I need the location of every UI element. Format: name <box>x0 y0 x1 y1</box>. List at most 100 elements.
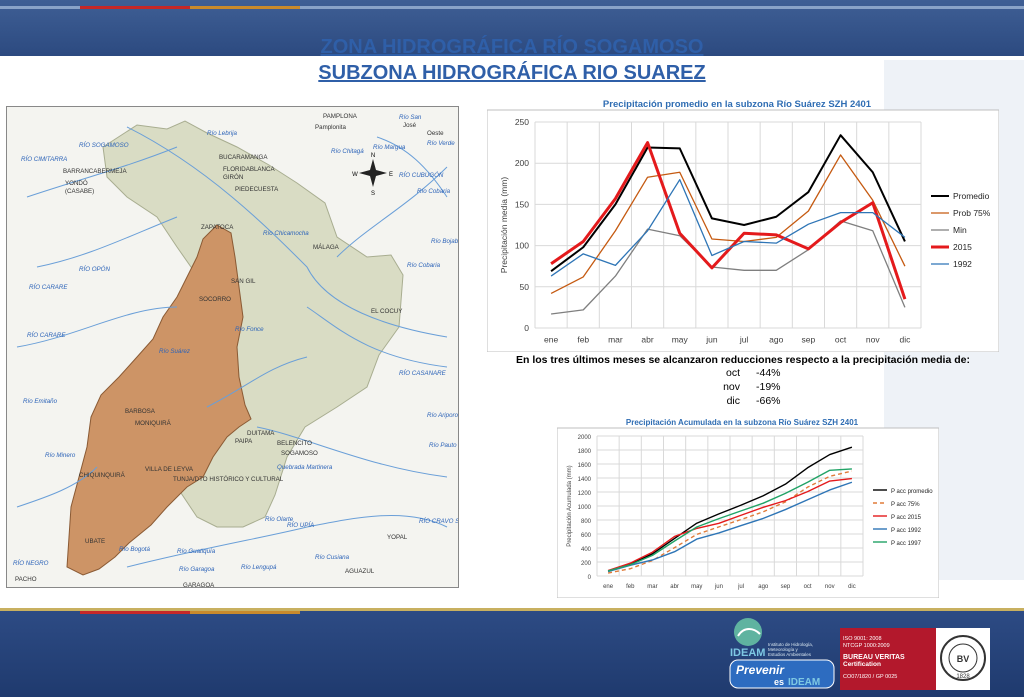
map-label: Río Chicamocha <box>263 230 309 237</box>
map-label: (CASABE) <box>65 188 94 195</box>
legend-label: Min <box>953 225 967 235</box>
map-label: BUCARAMANGA <box>219 154 268 161</box>
map-label: Río Suárez <box>159 348 191 355</box>
compass-n: N <box>371 153 375 159</box>
x-tick-label: jul <box>739 335 749 345</box>
map-label: PAMPLONA <box>323 113 358 120</box>
compass-e: E <box>389 172 393 178</box>
map-label: SOGAMOSO <box>281 450 318 457</box>
chart-precipitation-accumulated: Precipitación Acumulada en la subzona Rí… <box>556 416 940 599</box>
x-tick-label: feb <box>577 335 589 345</box>
legend-label: P acc 1992 <box>891 528 922 534</box>
chart2-svg: Precipitación Acumulada en la subzona Rí… <box>556 418 940 599</box>
map-label: RÍO CARARE <box>27 332 66 339</box>
reduction-month: dic <box>726 395 740 407</box>
map-label: PACHO <box>15 576 37 583</box>
map-label: Río Lebrija <box>207 130 237 137</box>
svg-text:BV: BV <box>957 654 970 664</box>
map-label: BARBOSA <box>125 408 156 415</box>
x-tick-label: sep <box>802 335 816 345</box>
y-tick-label: 200 <box>515 158 529 168</box>
x-tick-label: nov <box>825 584 835 590</box>
y-tick-label: 2000 <box>578 435 592 441</box>
map-label: UBATE <box>85 538 105 545</box>
hydrographic-map: N S E W PAMPLONA Pamplonita Río San José Oes… <box>6 106 459 588</box>
map-label: PIEDECUESTA <box>235 186 279 193</box>
map-label: Río Cobaria <box>417 188 451 195</box>
x-tick-label: ago <box>769 335 783 345</box>
footer-rule <box>0 608 1024 611</box>
series-line-p-acc-75- <box>607 470 853 574</box>
grid <box>596 435 864 577</box>
x-tick-label: ago <box>758 584 769 590</box>
map-label: RÍO CRAVO SUR <box>419 518 458 525</box>
series-line-p-acc-2015 <box>607 477 852 572</box>
suarez-subzone-area <box>66 224 252 576</box>
x-tick-label: sep <box>781 584 791 590</box>
map-label: RÍO CUBUGÓN <box>399 172 444 179</box>
map-label: RÍO SOGAMOSO <box>79 142 129 149</box>
legend-label: Promedio <box>953 191 990 201</box>
legend-label: P acc 2015 <box>891 515 922 521</box>
map-label: José <box>403 122 417 129</box>
river-lines <box>16 126 448 568</box>
y-tick-label: 800 <box>581 519 592 525</box>
map-label: RÍO UPÍA <box>287 522 314 529</box>
ideam-small-3: Estudios Ambientales <box>768 652 812 657</box>
map-label: Río Cusiana <box>315 554 350 561</box>
map-label: Río San <box>399 114 422 121</box>
reduction-row: oct -44% <box>688 367 796 381</box>
map-label: SOCORRO <box>199 296 231 303</box>
header-rule <box>0 6 1024 9</box>
map-label: GIRÓN <box>223 174 243 181</box>
map-label: MONIQUIRÁ <box>135 420 172 427</box>
chart-title: Precipitación promedio en la subzona Río… <box>603 99 872 110</box>
reduction-table: oct -44% nov -19% dic -66% <box>688 367 796 409</box>
map-label: Pamplonita <box>315 124 347 131</box>
y-tick-label: 200 <box>581 561 592 567</box>
map-label: Río Fonce <box>235 326 264 333</box>
legend-label: 1992 <box>953 259 972 269</box>
map-label: EL COCUY <box>371 308 402 315</box>
series-line-2015 <box>550 141 907 300</box>
map-label: Oeste <box>427 130 444 137</box>
map-label: Río Olarte <box>265 516 294 523</box>
map-label: AGUAZUL <box>345 568 375 575</box>
y-tick-label: 1800 <box>578 449 592 455</box>
map-label: Río Cobaria <box>407 262 441 269</box>
map-label: PAIPA <box>235 438 253 445</box>
x-tick-label: oct <box>835 335 847 345</box>
chart-precipitation-average: Precipitación promedio en la subzona Río… <box>486 96 1000 353</box>
map-label: MÁLAGA <box>313 244 340 251</box>
map-label: Río Margua <box>373 144 406 151</box>
series-line-prob-75- <box>550 154 906 294</box>
map-label: Quebrada Martinera <box>277 464 333 471</box>
legend-label: P acc 1997 <box>891 541 922 547</box>
map-label: Río Chitagá <box>331 148 364 155</box>
series-line-p-acc-1992 <box>607 481 853 573</box>
map-label: RÍO CARARE <box>29 284 68 291</box>
map-label: Río Ariporo <box>427 412 458 419</box>
y-tick-label: 400 <box>581 547 592 553</box>
map-label: Río Bogotá <box>119 546 151 553</box>
x-tick-label: ene <box>544 335 558 345</box>
ideam-small-1: Instituto de Hidrología, <box>768 642 813 647</box>
ideam-small-2: Meteorología y <box>768 647 799 652</box>
y-tick-label: 600 <box>581 533 592 539</box>
x-tick-label: oct <box>804 584 812 590</box>
x-tick-label: mar <box>647 584 657 590</box>
y-tick-label: 100 <box>515 241 529 251</box>
map-label: BARRANCABERMEJA <box>63 168 127 175</box>
x-tick-label: dic <box>848 584 856 590</box>
legend-label: Prob 75% <box>953 208 991 218</box>
map-label: Río Guatiquía <box>177 548 216 555</box>
series-line-p-acc-promedio <box>607 446 853 572</box>
header-accent-gold <box>190 6 300 9</box>
map-label: FLORIDABLANCA <box>223 166 275 173</box>
legend-label: 2015 <box>953 242 972 252</box>
map-label: Río Pauto <box>429 442 457 449</box>
slogan-word-3: IDEAM <box>788 677 820 688</box>
y-tick-label: 1000 <box>578 505 592 511</box>
